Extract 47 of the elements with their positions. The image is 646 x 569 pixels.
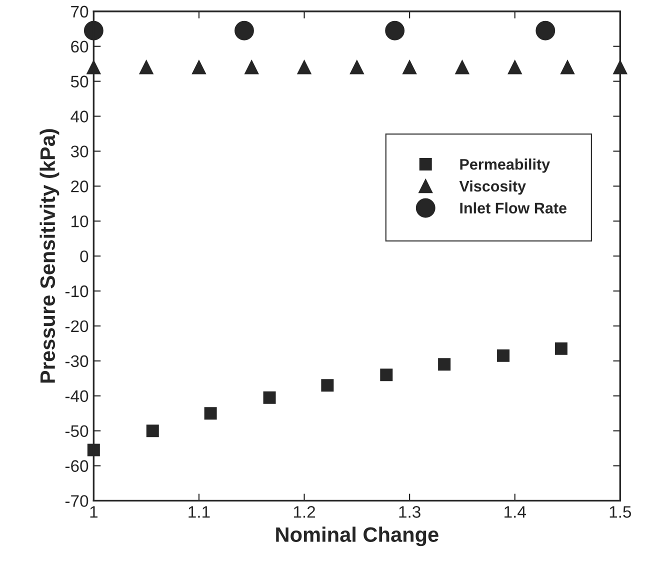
- point: [560, 60, 574, 74]
- point: [297, 60, 312, 74]
- y-tick-label: -20: [65, 320, 88, 332]
- y-tick-label: -10: [65, 285, 88, 298]
- y-tick-label: 60: [71, 40, 88, 53]
- legend-label: Permeability: [460, 158, 550, 173]
- y-tick-label: -60: [65, 460, 88, 472]
- point: [497, 349, 510, 362]
- point: [204, 407, 217, 420]
- x-tick-label: 1.2: [294, 506, 316, 518]
- x-tick-label: 1.5: [610, 506, 632, 518]
- y-tick-label: 40: [70, 110, 88, 122]
- point: [536, 20, 556, 40]
- point: [455, 60, 470, 74]
- x-tick-label: 1: [90, 506, 98, 518]
- y-tick-label: 10: [72, 216, 88, 228]
- point: [385, 20, 405, 40]
- point: [380, 368, 393, 382]
- point: [234, 20, 254, 40]
- point: [350, 60, 364, 74]
- x-tick-label: 1.1: [188, 506, 210, 518]
- x-tick-label: 1.4: [504, 506, 526, 518]
- point: [508, 60, 522, 74]
- y-axis-title: Pressure Sensitivity (kPa): [40, 129, 60, 383]
- point: [244, 60, 259, 74]
- y-tick-label: 0: [80, 250, 88, 262]
- point: [438, 358, 451, 371]
- y-tick-label: 70: [71, 6, 88, 18]
- x-axis-title: Nominal Change: [276, 526, 438, 546]
- y-tick-label: 50: [70, 76, 88, 88]
- legend-label: Viscosity: [459, 180, 526, 195]
- y-tick-label: 30: [70, 146, 88, 158]
- point: [146, 424, 159, 438]
- point: [192, 60, 206, 74]
- point: [139, 60, 154, 74]
- point: [554, 342, 568, 355]
- legend-label: Inlet Flow Rate: [460, 202, 567, 214]
- point: [402, 60, 417, 74]
- y-tick-label: -30: [65, 355, 88, 368]
- y-tick-label: 20: [71, 180, 88, 192]
- y-tick-label: -40: [65, 390, 88, 402]
- point: [263, 391, 276, 404]
- x-tick-label: 1.3: [399, 506, 420, 518]
- y-tick-label: -70: [65, 495, 88, 507]
- y-tick-label: -50: [65, 425, 88, 438]
- point: [321, 379, 334, 392]
- point: [84, 20, 104, 40]
